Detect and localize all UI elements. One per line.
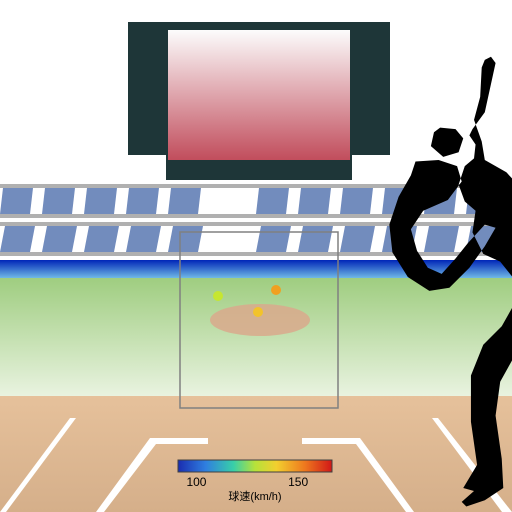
stand-panel [340,226,375,252]
colorbar-label: 球速(km/h) [228,489,281,503]
stand-panel [126,226,161,252]
pitch-marker [271,285,281,295]
stand-panel [298,188,331,214]
stand-panel [42,226,77,252]
stand-panel [298,226,333,252]
stand-panel [42,188,75,214]
field-grass [0,278,512,396]
stand-panel [424,226,459,252]
pitch-marker [213,291,223,301]
pitch-location-graphic: 100 150 球速(km/h) [0,0,512,512]
stand-panel [126,188,159,214]
pitch-marker [253,307,263,317]
stand-panel [0,226,35,252]
stand-panel [168,188,201,214]
stand-panel [340,188,373,214]
colorbar-tick: 150 [288,475,308,489]
stand-panel [168,226,203,252]
stand-panel [0,188,33,214]
stand-panel [256,226,291,252]
stand-panel [256,188,289,214]
stand-panel [84,226,119,252]
scoreboard-screen [168,30,350,160]
colorbar [178,460,332,472]
stand-panel [84,188,117,214]
colorbar-tick: 100 [186,475,206,489]
